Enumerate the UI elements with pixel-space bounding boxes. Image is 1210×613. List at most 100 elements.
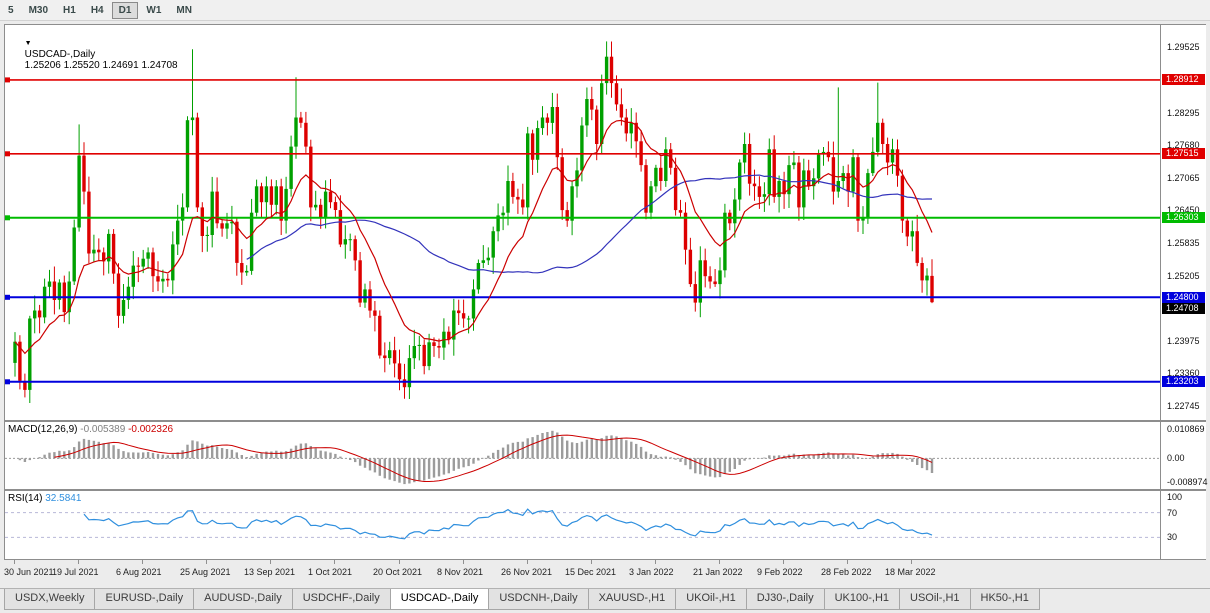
macd-panel: MACD(12,26,9) -0.005389 -0.002326 0.0108…: [4, 421, 1208, 490]
rsi-panel: RSI(14) 32.5841 100 70 30: [4, 490, 1206, 560]
chart-tab-dj30-daily[interactable]: DJ30-,Daily: [745, 589, 825, 610]
macd-scale-bottom: -0.008974: [1167, 477, 1208, 487]
macd-title: MACD(12,26,9) -0.005389 -0.002326: [8, 424, 173, 435]
chart-tabs-bar: USDX,Weekly EURUSD-,Daily AUDUSD-,Daily USD…: [0, 588, 1210, 613]
macd-scale[interactable]: 0.010869 0.00 -0.008974: [1160, 422, 1208, 489]
rsi-canvas[interactable]: [5, 491, 1160, 559]
macd-main-value: -0.005389: [80, 424, 126, 435]
rsi-scale[interactable]: 100 70 30: [1160, 491, 1206, 559]
date-label: 28 Feb 2022: [821, 567, 872, 577]
chart-tab-uk100-h1[interactable]: UK100-,H1: [823, 589, 901, 610]
timeframe-button-m5[interactable]: 5: [8, 4, 14, 16]
date-tick: [399, 560, 400, 564]
horizontal-line-1.28912[interactable]: [5, 77, 1160, 83]
price-tick-label: 1.25205: [1167, 271, 1200, 281]
symbol-dropdown-icon[interactable]: ▼: [24, 40, 32, 47]
date-label: 15 Dec 2021: [565, 567, 617, 577]
timeframe-button-w1[interactable]: W1: [146, 4, 162, 16]
horizontal-line-1.24800[interactable]: [5, 294, 1160, 300]
macd-signal-line: [54, 434, 933, 482]
rsi-title: RSI(14) 32.5841: [8, 493, 81, 504]
date-tick: [142, 560, 143, 564]
current-price-tag: 1.24708: [1162, 303, 1205, 314]
price-tick-label: 1.25835: [1167, 238, 1200, 248]
time-axis[interactable]: 30 Jun 2021 19 Jul 2021 6 Aug 2021 25 Aug 2…: [4, 560, 1206, 588]
date-tick: [655, 560, 656, 564]
horizontal-line-1.26303[interactable]: [5, 215, 1160, 221]
date-tick: [270, 560, 271, 564]
date-label: 25 Aug 2021: [180, 567, 231, 577]
chart-tab-eurusd-daily[interactable]: EURUSD-,Daily: [94, 589, 195, 610]
timeframe-button-h4[interactable]: H4: [90, 4, 104, 16]
timeframe-button-d1[interactable]: D1: [111, 1, 139, 19]
horizontal-line-1.23203[interactable]: [5, 379, 1160, 385]
macd-name-label: MACD(12,26,9): [8, 424, 78, 435]
date-tick: [847, 560, 848, 564]
macd-svg: [5, 430, 1160, 485]
date-label: 6 Aug 2021: [116, 567, 162, 577]
date-tick: [591, 560, 592, 564]
chart-tab-usdchf-daily[interactable]: USDCHF-,Daily: [291, 589, 391, 610]
chart-ohlc-values: 1.25206 1.25520 1.24691 1.24708: [24, 60, 178, 71]
ma-fast-line: [14, 119, 933, 355]
date-tick: [719, 560, 720, 564]
chart-tab-audusd-daily[interactable]: AUDUSD-,Daily: [193, 589, 293, 610]
price-tick-label: 1.23360: [1167, 368, 1200, 378]
chart-tab-usdcnh-daily[interactable]: USDCNH-,Daily: [488, 589, 589, 610]
level-price-tag[interactable]: 1.28912: [1162, 74, 1205, 85]
chart-symbol-label: USDCAD-,Daily: [24, 49, 96, 60]
level-price-tag[interactable]: 1.26303: [1162, 212, 1205, 223]
timeframe-toolbar: 5 M30 H1 H4 D1 W1 MN: [0, 0, 1210, 21]
macd-scale-zero: 0.00: [1167, 453, 1185, 463]
date-tick: [527, 560, 528, 564]
chart-tab-xauusd-h1[interactable]: XAUUSD-,H1: [587, 589, 677, 610]
price-scale[interactable]: 1.29525 1.28295 1.27680 1.27065 1.26450 1.258…: [1160, 25, 1206, 420]
date-label: 9 Feb 2022: [757, 567, 803, 577]
date-tick: [783, 560, 784, 564]
date-tick: [463, 560, 464, 564]
rsi-value: 32.5841: [45, 493, 82, 504]
rsi-scale-label: 100: [1167, 492, 1183, 502]
date-tick: [334, 560, 335, 564]
rsi-line: [83, 508, 933, 540]
price-tick-label: 1.26450: [1167, 205, 1200, 215]
chart-tab-usoil-h1[interactable]: USOil-,H1: [899, 589, 971, 610]
date-label: 30 Jun 2021: [4, 567, 54, 577]
ma-slow-line: [246, 174, 932, 274]
date-tick: [78, 560, 79, 564]
date-label: 13 Sep 2021: [244, 567, 296, 577]
chart-tab-usdx-weekly[interactable]: USDX,Weekly: [4, 589, 96, 610]
chart-tab-usdcad-daily[interactable]: USDCAD-,Daily: [389, 589, 490, 610]
date-tick: [911, 560, 912, 564]
level-price-tag[interactable]: 1.27515: [1162, 148, 1205, 159]
date-label: 21 Jan 2022: [693, 567, 743, 577]
macd-signal-value: -0.002326: [128, 424, 174, 435]
price-tick-label: 1.22745: [1167, 401, 1200, 411]
timeframe-button-m30[interactable]: M30: [28, 4, 49, 16]
level-price-tag[interactable]: 1.24800: [1162, 292, 1205, 303]
price-tick-label: 1.27065: [1167, 173, 1200, 183]
date-label: 19 Jul 2021: [52, 567, 99, 577]
rsi-scale-label: 30: [1167, 532, 1178, 542]
chart-tab-ukoil-h1[interactable]: UKOil-,H1: [675, 589, 747, 610]
level-price-tag[interactable]: 1.23203: [1162, 376, 1205, 387]
date-tick: [14, 560, 15, 564]
price-tick-label: 1.29525: [1167, 42, 1200, 52]
main-chart-canvas[interactable]: [5, 25, 1160, 420]
horizontal-line-1.27515[interactable]: [5, 151, 1160, 157]
chart-tab-hk50-h1[interactable]: HK50-,H1: [969, 589, 1040, 610]
timeframe-button-mn[interactable]: MN: [176, 4, 192, 16]
price-tick-label: 1.23975: [1167, 336, 1200, 346]
rsi-svg: [5, 508, 1160, 540]
macd-scale-top: 0.010869: [1167, 424, 1205, 434]
chart-title: ▼ USDCAD-,Daily 1.25206 1.25520 1.24691 …: [8, 27, 178, 82]
main-chart-svg: [5, 41, 1160, 403]
price-tick-label: 1.27680: [1167, 140, 1200, 150]
date-label: 26 Nov 2021: [501, 567, 553, 577]
date-label: 8 Nov 2021: [437, 567, 484, 577]
date-label: 1 Oct 2021: [308, 567, 353, 577]
timeframe-button-h1[interactable]: H1: [63, 4, 76, 16]
date-label: 3 Jan 2022: [629, 567, 674, 577]
macd-canvas[interactable]: [5, 422, 1160, 489]
